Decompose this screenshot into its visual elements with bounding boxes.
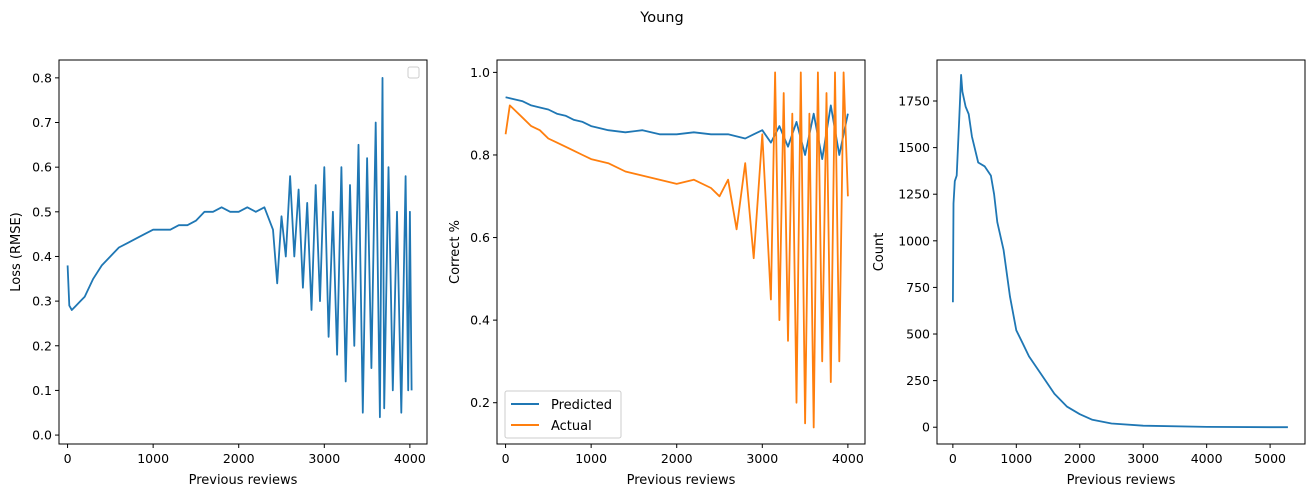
axes-loss-frame bbox=[58, 59, 428, 445]
y-tick-label: 0.5 bbox=[32, 204, 52, 219]
series-line-actual bbox=[504, 71, 849, 429]
x-tick-label: 4000 bbox=[394, 451, 426, 466]
axes-loss-xlabel: Previous reviews bbox=[189, 473, 298, 488]
axes-count-frame bbox=[936, 59, 1306, 445]
x-tick-label: 4000 bbox=[1191, 451, 1223, 466]
y-tick-label: 0.8 bbox=[32, 70, 52, 85]
axes-count: 0 1000 2000 3000 4000 5000 0 250 500 750 1000 1250 1… bbox=[872, 59, 1306, 488]
y-tick-label: 1500 bbox=[898, 140, 930, 155]
legend-predicted-label: Predicted bbox=[551, 398, 612, 413]
y-tick-label: 0.6 bbox=[32, 160, 52, 175]
series-line-s0 bbox=[952, 74, 1288, 429]
axes-count-xlabel: Previous reviews bbox=[1067, 473, 1176, 488]
y-tick-label: 0.2 bbox=[470, 395, 490, 410]
legend-box bbox=[504, 390, 622, 439]
y-tick-label: 0.4 bbox=[470, 313, 490, 328]
x-tick-label: 0 bbox=[502, 451, 510, 466]
x-tick-label: 0 bbox=[64, 451, 72, 466]
y-tick-label: 0.2 bbox=[32, 338, 52, 353]
y-tick-label: 0.0 bbox=[32, 428, 52, 443]
axes-correct-xlabel: Previous reviews bbox=[627, 473, 736, 488]
series-line-s0 bbox=[66, 77, 413, 419]
axes-correct-frame bbox=[496, 59, 866, 445]
axes-correct-plot: 0 1000 2000 3000 4000 0.2 0.4 0.6 0.8 1.0 bbox=[470, 65, 864, 466]
axes-count-plot: 0 1000 2000 3000 4000 5000 0 250 500 750 1000 1250 1… bbox=[898, 74, 1288, 466]
axes-count-ylabel: Count bbox=[872, 233, 887, 272]
y-tick-label: 0.1 bbox=[32, 383, 52, 398]
x-tick-label: 0 bbox=[949, 451, 957, 466]
x-tick-label: 2000 bbox=[661, 451, 693, 466]
series-line-predicted bbox=[505, 96, 849, 160]
axes-loss-legend bbox=[407, 66, 420, 79]
y-tick-label: 0 bbox=[922, 420, 930, 435]
y-tick-label: 1750 bbox=[898, 94, 930, 109]
x-tick-label: 3000 bbox=[746, 451, 778, 466]
y-tick-label: 0.8 bbox=[470, 147, 490, 162]
axes-loss-ylabel: Loss (RMSE) bbox=[9, 212, 24, 292]
axes-correct-legend: Predicted Actual bbox=[504, 390, 622, 439]
y-tick-label: 0.6 bbox=[470, 230, 490, 245]
axes-loss: 0 1000 2000 3000 4000 0.0 0.1 0.2 0.3 0.4 0.5 0.6 0.… bbox=[9, 59, 428, 488]
x-tick-label: 4000 bbox=[832, 451, 864, 466]
axes-correct-ylabel: Correct % bbox=[448, 220, 463, 284]
y-tick-label: 0.4 bbox=[32, 249, 52, 264]
y-tick-label: 1.0 bbox=[470, 65, 490, 80]
y-tick-label: 500 bbox=[906, 327, 930, 342]
axes-loss-plot: 0 1000 2000 3000 4000 0.0 0.1 0.2 0.3 0.4 0.5 0.6 0.… bbox=[32, 70, 426, 466]
y-tick-label: 750 bbox=[906, 280, 930, 295]
x-tick-label: 1000 bbox=[1000, 451, 1032, 466]
x-tick-label: 2000 bbox=[223, 451, 255, 466]
axes-correct: 0 1000 2000 3000 4000 0.2 0.4 0.6 0.8 1.0 Previou… bbox=[448, 59, 866, 488]
y-tick-label: 250 bbox=[906, 373, 930, 388]
x-tick-label: 2000 bbox=[1064, 451, 1096, 466]
y-tick-label: 0.7 bbox=[32, 115, 52, 130]
y-tick-label: 1250 bbox=[898, 187, 930, 202]
x-tick-label: 3000 bbox=[1127, 451, 1159, 466]
y-tick-label: 0.3 bbox=[32, 294, 52, 309]
x-tick-label: 1000 bbox=[575, 451, 607, 466]
figure-suptitle: Young bbox=[639, 10, 683, 26]
y-tick-label: 1000 bbox=[898, 233, 930, 248]
legend-actual-label: Actual bbox=[551, 419, 592, 434]
x-tick-label: 1000 bbox=[137, 451, 169, 466]
x-tick-label: 3000 bbox=[308, 451, 340, 466]
x-tick-label: 5000 bbox=[1254, 451, 1286, 466]
